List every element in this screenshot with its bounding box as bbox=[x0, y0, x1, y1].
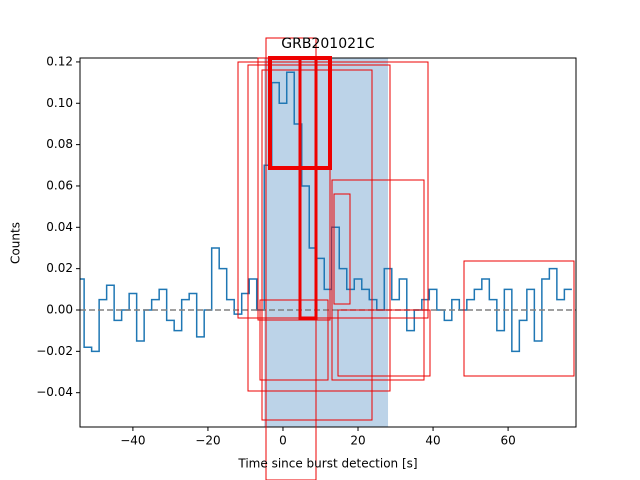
step-line bbox=[80, 71, 572, 353]
y-tick-label: 0.10 bbox=[46, 96, 73, 110]
overlay-boxes bbox=[237, 37, 575, 480]
overlay-box bbox=[298, 56, 318, 320]
overlay-box bbox=[331, 179, 425, 381]
y-tick-label: −0.02 bbox=[36, 344, 73, 358]
y-tick-label: 0.08 bbox=[46, 137, 73, 151]
y-axis-label: Counts bbox=[9, 222, 23, 264]
y-tick-label: 0.00 bbox=[46, 302, 73, 316]
chart-title: GRB201021C bbox=[281, 36, 375, 52]
x-tick-label: 40 bbox=[425, 434, 440, 448]
x-tick-label: 0 bbox=[279, 434, 287, 448]
y-tick-label: 0.12 bbox=[46, 54, 73, 68]
y-tick-label: −0.04 bbox=[36, 385, 73, 399]
x-tick-label: 20 bbox=[350, 434, 365, 448]
shaded-span bbox=[264, 58, 389, 427]
x-tick-label: 60 bbox=[500, 434, 515, 448]
overlay-box bbox=[247, 64, 391, 392]
x-axis-label: Time since burst detection [s] bbox=[237, 457, 417, 471]
x-tick-label: −20 bbox=[195, 434, 220, 448]
overlay-box bbox=[259, 299, 329, 381]
overlay-box bbox=[333, 193, 351, 305]
y-tick-label: 0.04 bbox=[46, 220, 73, 234]
overlay-box bbox=[237, 61, 429, 319]
x-tick-label: −40 bbox=[120, 434, 145, 448]
overlay-box bbox=[337, 309, 431, 377]
y-tick-label: 0.02 bbox=[46, 261, 73, 275]
y-tick-label: 0.06 bbox=[46, 178, 73, 192]
overlay-box bbox=[463, 260, 575, 377]
